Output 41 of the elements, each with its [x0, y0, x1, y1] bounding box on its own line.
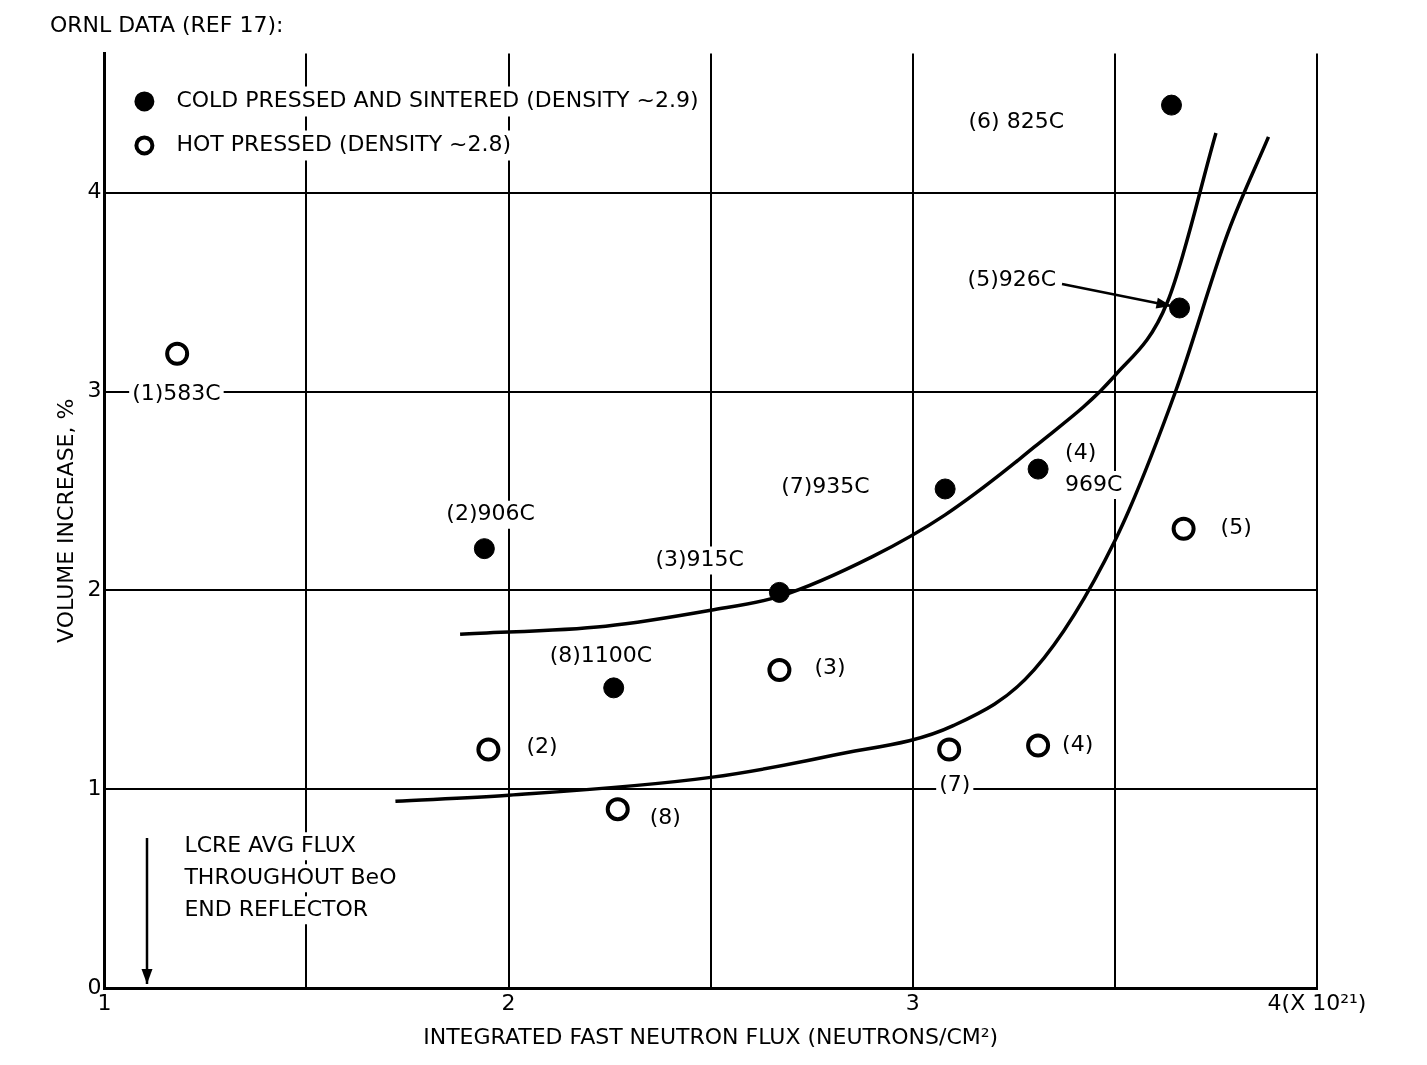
annotation: (7): [939, 771, 971, 797]
point: [937, 737, 962, 762]
annotation: (5): [1220, 514, 1252, 540]
point: [1026, 733, 1051, 758]
point: [605, 797, 630, 822]
x-tick-label: 4(X 10²¹): [1267, 990, 1367, 1016]
legend-label: COLD PRESSED AND SINTERED (DENSITY ~2.9): [176, 87, 699, 113]
point: [1171, 516, 1196, 541]
x-tick-label: 3: [905, 990, 920, 1016]
annotation: (1)583C: [132, 380, 221, 406]
point: [1160, 94, 1182, 116]
point: [603, 677, 625, 699]
annotation: (6) 825C: [968, 107, 1064, 133]
legend-label: HOT PRESSED (DENSITY ~2.8): [176, 131, 512, 157]
point: [165, 341, 190, 366]
point: [934, 478, 956, 500]
y-tick-label: 2: [87, 576, 102, 602]
annotation: (4): [1062, 731, 1094, 757]
point: [476, 737, 501, 762]
point: [767, 657, 792, 682]
annotation: (2)906C: [446, 500, 535, 526]
annotation: (3): [814, 653, 846, 679]
y-axis-title: VOLUME INCREASE, %: [52, 398, 78, 644]
point: [473, 538, 495, 560]
x-axis-title: INTEGRATED FAST NEUTRON FLUX (NEUTRONS/CM²): [423, 1023, 999, 1049]
annotation: (2): [526, 733, 558, 759]
point: [768, 581, 790, 603]
annotation: (5)926C: [967, 265, 1057, 291]
x-tick-label: 2: [501, 990, 516, 1016]
annotation: (8)1100C: [549, 641, 653, 667]
annotation: (4) 969C: [1065, 438, 1123, 496]
point: [1027, 458, 1049, 480]
y-tick-label: 1: [87, 775, 102, 801]
annotation: (3)915C: [655, 546, 744, 572]
point: [1169, 297, 1191, 319]
chart-title: ORNL DATA (REF 17):: [50, 11, 284, 37]
annotation: LCRE AVG FLUX THROUGHOUT BeO END REFLECTOR: [183, 831, 397, 921]
y-tick-label: 3: [87, 377, 102, 403]
y-tick-label: 4: [87, 178, 102, 204]
annotation: (8): [649, 803, 681, 829]
annotation: (7)935C: [781, 472, 870, 498]
